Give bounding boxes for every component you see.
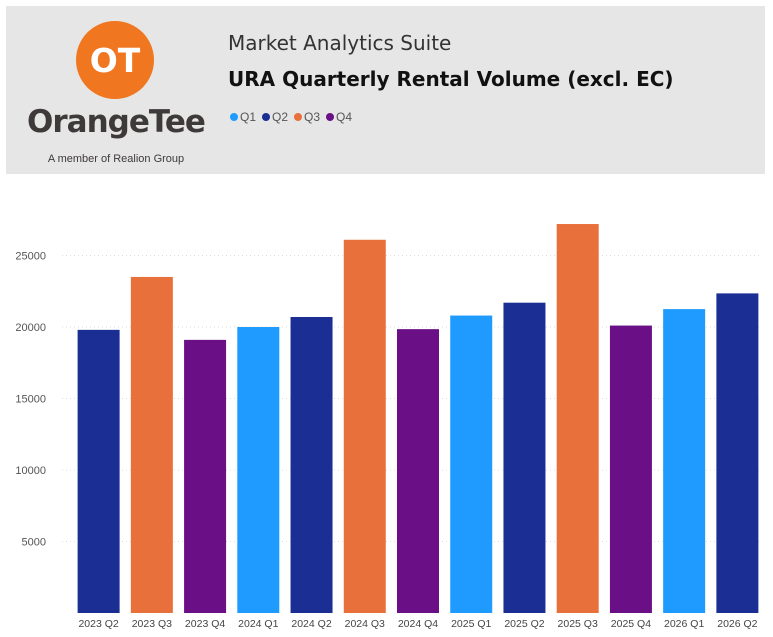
chart-legend: Q1 Q2 Q3 Q4	[230, 110, 352, 124]
legend-dot-q3	[294, 113, 303, 121]
suite-label: Market Analytics Suite	[228, 31, 452, 55]
x-tick-label: 2025 Q2	[504, 618, 544, 630]
chart-title: URA Quarterly Rental Volume (excl. EC)	[228, 67, 674, 91]
legend-label-q3: Q3	[304, 110, 321, 124]
x-tick-label: 2024 Q3	[345, 618, 385, 630]
bar-2024-q3	[343, 239, 386, 613]
y-tick-label: 5000	[22, 537, 46, 549]
bar-2024-q2	[290, 316, 333, 613]
y-tick-label: 25000	[15, 251, 46, 263]
x-tick-label: 2024 Q1	[238, 618, 278, 630]
bar-2024-q4	[397, 329, 439, 613]
report-header: OT OrangeTee A member of Realion Group M…	[6, 6, 765, 174]
legend-item-q4[interactable]: Q4	[326, 110, 352, 124]
logo-mark-icon: OT	[90, 41, 141, 80]
x-tick-label: 2025 Q3	[558, 618, 598, 630]
orangetee-logo: OT	[76, 21, 154, 99]
bar-2025-q3	[556, 224, 599, 613]
x-tick-label: 2026 Q2	[717, 618, 757, 630]
x-tick-label: 2024 Q2	[291, 618, 331, 630]
brand-name: OrangeTee	[27, 104, 206, 140]
x-tick-label: 2026 Q1	[664, 618, 704, 630]
bar-2023-q2	[77, 329, 120, 613]
legend-dot-q2	[262, 113, 271, 121]
x-tick-label: 2023 Q4	[185, 618, 225, 630]
bar-2025-q1	[450, 315, 493, 613]
bar-chart: 5000 10000 15000 20000 25000 2023 Q2 2023 Q3 20…	[15, 224, 762, 630]
x-tick-label: 2025 Q4	[611, 618, 651, 630]
legend-label-q2: Q2	[272, 110, 289, 124]
x-tick-label: 2023 Q2	[78, 618, 118, 630]
legend-dot-q1	[230, 113, 238, 121]
bar-2024-q1	[237, 327, 280, 613]
x-tick-label: 2024 Q4	[398, 618, 438, 630]
y-tick-label: 15000	[15, 394, 46, 406]
y-tick-label: 20000	[15, 322, 46, 334]
bar-2026-q1	[663, 309, 706, 613]
brand-tagline: A member of Realion Group	[47, 153, 185, 165]
legend-item-q1[interactable]: Q1	[230, 110, 256, 124]
y-tick-label: 10000	[15, 465, 46, 477]
bar-2023-q4	[184, 339, 227, 613]
bar-2025-q2	[503, 302, 546, 613]
legend-dot-q4	[326, 113, 335, 121]
legend-item-q2[interactable]: Q2	[262, 110, 288, 124]
x-tick-label: 2025 Q1	[451, 618, 491, 630]
legend-label-q4: Q4	[336, 110, 353, 124]
legend-label-q1: Q1	[240, 110, 257, 124]
bar-2023-q3	[130, 276, 173, 613]
x-tick-label: 2023 Q3	[132, 618, 172, 630]
logo-text: OT	[90, 41, 141, 80]
legend-item-q3[interactable]: Q3	[294, 110, 320, 124]
bar-2026-q2	[716, 293, 759, 613]
bar-2025-q4	[609, 325, 652, 613]
